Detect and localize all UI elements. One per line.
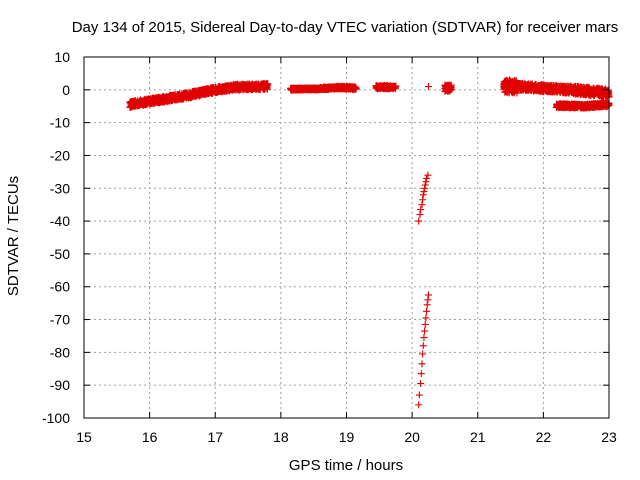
data-point-steep-upper: [417, 206, 425, 214]
data-point-arc-21.4-21.6-thick: [513, 79, 521, 87]
x-tick-label: 19: [339, 429, 355, 445]
data-point-steep-upper: [421, 181, 429, 189]
data-point-arc-21.4-21.6-thick: [513, 86, 521, 94]
y-tick-label: -100: [42, 410, 70, 426]
labels-layer: 15 16 17 18 19 20 21 22 23 10 0 -10 -20 -30 -40 -50 -60 -…: [42, 49, 617, 445]
data-point-steep-upper: [419, 196, 427, 204]
data-point-steep-lower: [419, 350, 427, 358]
y-tick-label: -20: [50, 147, 70, 163]
x-tick-label: 20: [404, 429, 420, 445]
x-tick-label: 18: [273, 429, 289, 445]
y-tick-label: 10: [54, 49, 70, 65]
ticks-layer: [83, 56, 610, 419]
data-point-steep-upper: [421, 184, 429, 192]
y-tick-label: -40: [50, 213, 70, 229]
data-point-arc-19.45-19.75: [392, 82, 400, 90]
data-point-steep-lower: [421, 327, 429, 335]
data-point-arc-21.4-21.6-thick: [511, 78, 519, 86]
data-point-steep-lower: [420, 334, 428, 342]
points-layer: [126, 76, 613, 409]
y-tick-label: -60: [50, 279, 70, 295]
data-point-steep-lower: [418, 360, 426, 368]
data-point-steep-upper: [415, 217, 423, 225]
x-tick-label: 23: [601, 429, 617, 445]
y-tick-label: -90: [50, 377, 70, 393]
data-point-arc-20.25: [425, 83, 433, 91]
data-point-steep-upper: [423, 174, 431, 182]
data-point-arc-15.7-17.8: [264, 82, 272, 90]
data-point-arc-20.5-20.6: [447, 81, 455, 89]
data-point-steep-upper: [420, 188, 428, 196]
y-tick-label: -50: [50, 246, 70, 262]
y-tick-label: -30: [50, 180, 70, 196]
x-tick-label: 22: [536, 429, 552, 445]
data-point-steep-lower: [423, 307, 431, 315]
data-point-steep-lower: [417, 370, 425, 378]
chart-title: Day 134 of 2015, Sidereal Day-to-day VTE…: [72, 19, 619, 36]
data-point-steep-lower: [425, 291, 433, 299]
data-point-steep-upper: [416, 211, 424, 219]
data-point-steep-lower: [423, 301, 431, 309]
x-tick-label: 17: [207, 429, 223, 445]
data-point-steep-lower: [415, 401, 423, 409]
y-tick-label: 0: [62, 82, 70, 98]
data-point-steep-lower: [417, 380, 425, 388]
grid-layer: [84, 57, 609, 418]
data-point-steep-upper: [422, 178, 430, 186]
data-point-steep-lower: [419, 342, 427, 350]
data-point-steep-upper: [419, 191, 427, 199]
x-tick-label: 15: [76, 429, 92, 445]
data-point-steep-lower: [421, 320, 429, 328]
data-point-steep-upper: [424, 171, 432, 179]
y-tick-label: -70: [50, 312, 70, 328]
y-tick-label: -80: [50, 344, 70, 360]
data-point-steep-upper: [418, 201, 426, 209]
data-point-steep-lower: [422, 314, 430, 322]
x-axis-label: GPS time / hours: [289, 457, 403, 474]
x-tick-label: 16: [142, 429, 158, 445]
data-point-steep-lower: [415, 391, 423, 399]
data-point-arc-18.6-19.15: [352, 84, 360, 92]
y-tick-label: -10: [50, 115, 70, 131]
data-point-steep-lower: [424, 296, 432, 304]
x-tick-label: 21: [470, 429, 486, 445]
y-axis-label: SDTVAR / TECUs: [5, 176, 22, 296]
